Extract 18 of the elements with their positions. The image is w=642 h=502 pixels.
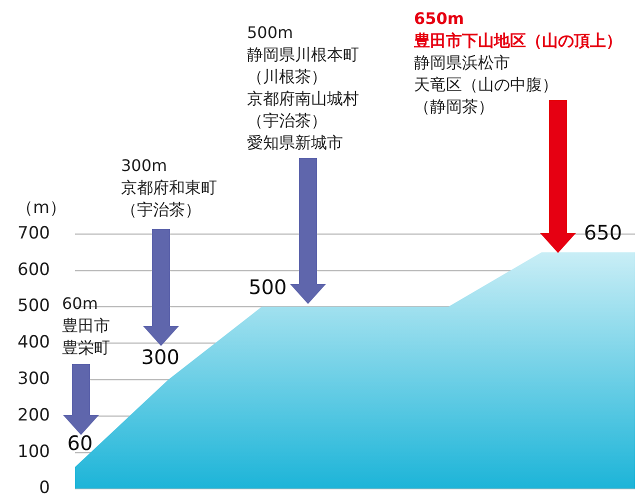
text: 300m 京都府和東町（宇治茶） bbox=[121, 155, 217, 221]
y-tick-label: 500 bbox=[18, 296, 50, 316]
data-label: 500 bbox=[248, 275, 287, 300]
y-tick-label: 600 bbox=[18, 260, 50, 280]
y-tick-label: 100 bbox=[18, 442, 50, 462]
y-axis-title: （m） bbox=[16, 197, 67, 219]
annotation: 60m 豊田市豊栄町 bbox=[62, 293, 110, 359]
y-tick-label: 300 bbox=[18, 369, 50, 390]
data-label: 60 bbox=[67, 431, 93, 456]
data-label: 300 bbox=[141, 344, 180, 369]
y-tick-label: 200 bbox=[18, 405, 50, 426]
y-tick-label: 700 bbox=[18, 223, 50, 244]
y-tick-label: 400 bbox=[18, 332, 50, 353]
text: 静岡県浜松市天竜区（山の中腹）（静岡茶） bbox=[414, 52, 558, 118]
y-tick-label: 0 bbox=[39, 478, 50, 498]
text: 500m 静岡県川根本町（川根茶）京都府南山城村（宇治茶）愛知県新城市 bbox=[247, 22, 359, 154]
data-label: 650 bbox=[584, 220, 622, 244]
text: 650m 豊田市下山地区（山の頂上） bbox=[414, 8, 622, 52]
